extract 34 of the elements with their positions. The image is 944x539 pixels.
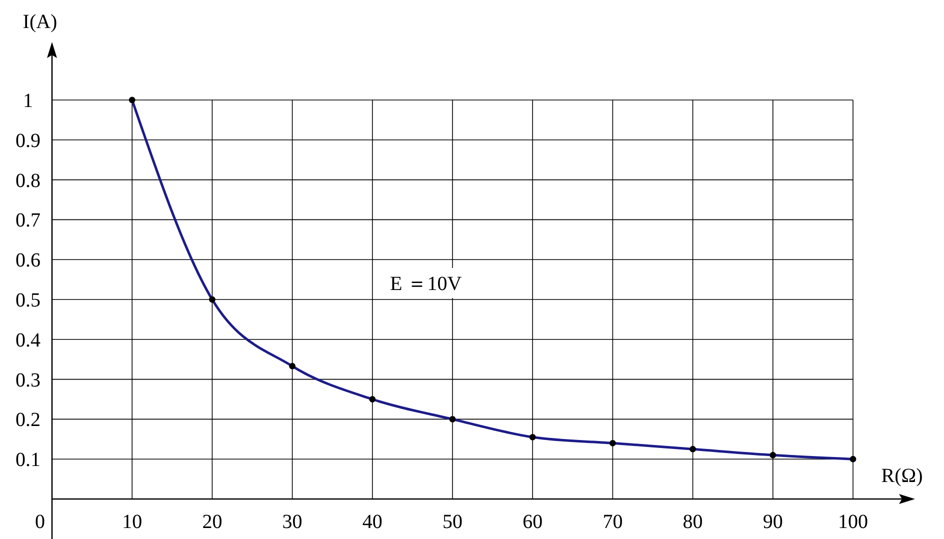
point xyxy=(289,362,296,370)
point xyxy=(770,452,776,458)
y-tick-label: 0.5 xyxy=(16,290,40,312)
x-tick-label: 60 xyxy=(522,511,543,533)
point xyxy=(209,296,216,303)
x-axis-title: R(Ω) xyxy=(881,465,923,487)
x-tick-label: 100 xyxy=(838,511,868,533)
y-tick-label: 0.2 xyxy=(16,409,40,432)
x-tick-label: 40 xyxy=(362,511,382,533)
x-tick-label: 70 xyxy=(602,511,623,533)
x-tick-label: 90 xyxy=(762,511,783,533)
y-tick-label: 0.3 xyxy=(16,369,40,392)
y-tick-label: 0.4 xyxy=(16,329,40,352)
point xyxy=(529,434,536,440)
y-tick-label: 0.9 xyxy=(16,130,40,152)
point xyxy=(690,446,696,452)
point xyxy=(449,416,456,422)
point xyxy=(850,456,856,462)
x-tick-label: 10 xyxy=(122,511,142,533)
annotation: E ＝10V xyxy=(390,273,462,295)
y-tick-label: 0.7 xyxy=(16,210,40,232)
x-tick-label: 0 xyxy=(35,511,45,533)
y-tick-label: 0.8 xyxy=(16,170,40,192)
x-tick-label: 80 xyxy=(682,511,703,533)
point xyxy=(128,96,136,104)
x-tick-label: 20 xyxy=(202,511,222,533)
y-tick-label: 0.1 xyxy=(16,449,40,472)
y-tick-label: 0.6 xyxy=(16,250,40,272)
point xyxy=(610,440,616,446)
x-tick-label: 50 xyxy=(442,511,462,533)
y-axis-title: I(A) xyxy=(22,11,58,33)
y-tick-label: 1 xyxy=(23,90,33,112)
x-tick-label: 30 xyxy=(282,511,302,533)
point xyxy=(369,396,376,402)
